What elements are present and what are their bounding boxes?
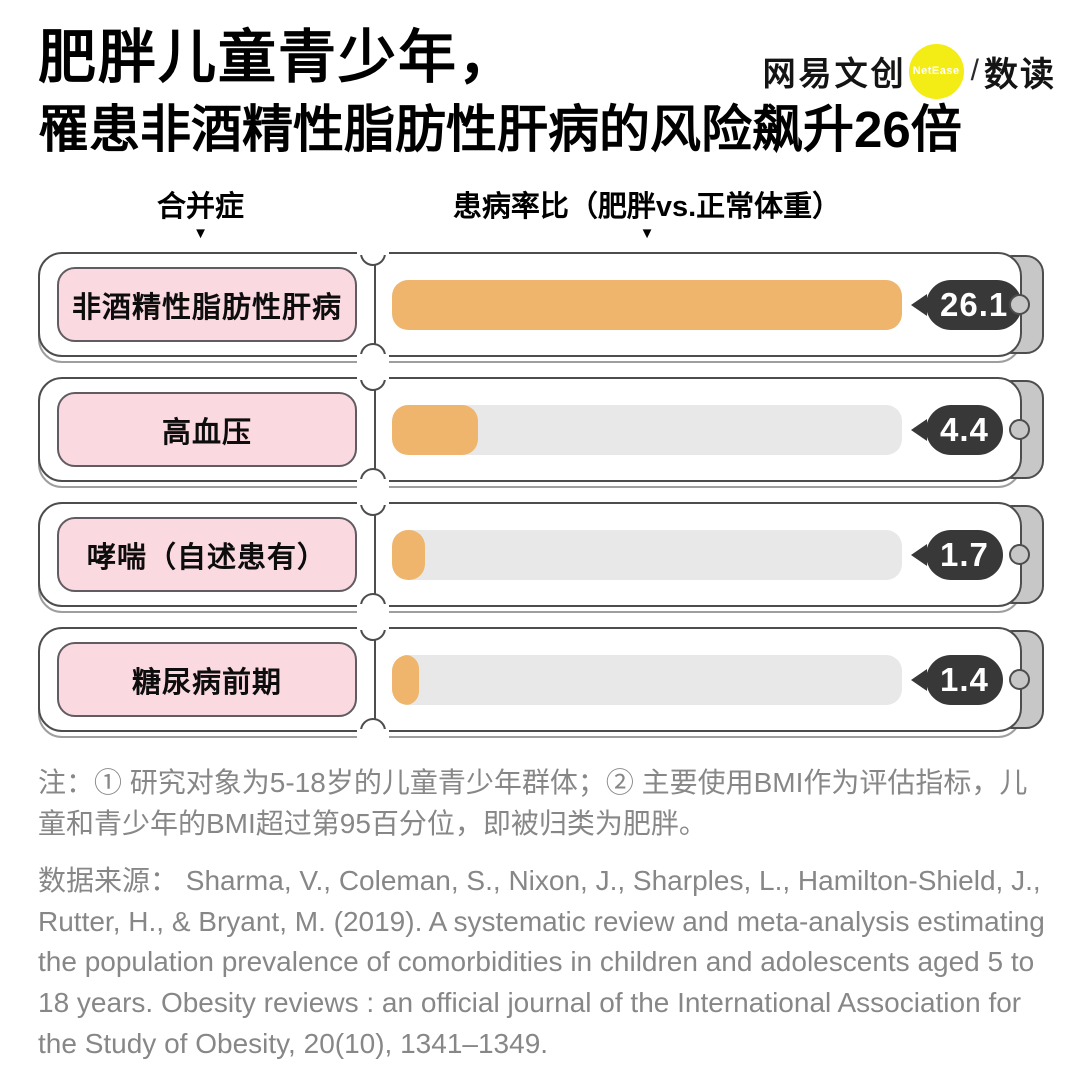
bar-section: 26.1 <box>374 254 1023 355</box>
label-section: 糖尿病前期 <box>40 629 374 730</box>
page-title: 肥胖儿童青少年， 罹患非酒精性脂肪性肝病的风险飙升26倍 <box>38 20 962 163</box>
notch-mask <box>357 613 389 630</box>
value-badge: 4.4 <box>926 404 1003 455</box>
bar-section: 4.4 <box>374 379 1020 480</box>
category-label-pill: 哮喘（自述患有） <box>57 517 357 592</box>
notch-mask <box>357 238 389 255</box>
category-label: 哮喘（自述患有） <box>86 541 327 574</box>
tab-notch-icon <box>1009 669 1030 690</box>
column-header-ratio-label: 患病率比（肥胖vs.正常体重） <box>452 191 842 223</box>
netease-logo: 网易文创 NetEase / 数读 <box>763 42 1056 100</box>
category-label-pill: 糖尿病前期 <box>57 642 357 717</box>
category-label: 高血压 <box>161 416 252 449</box>
card-body: 高血压 4.4 <box>38 377 1022 482</box>
tab-notch-icon <box>1009 544 1030 565</box>
bar-fill <box>392 279 902 330</box>
bar-track <box>392 529 902 580</box>
tab-notch-icon <box>1009 419 1030 440</box>
card-body: 糖尿病前期 1.4 <box>38 627 1022 732</box>
label-section: 非酒精性脂肪性肝病 <box>40 254 374 355</box>
ticket-divider-line <box>374 379 376 480</box>
notch-mask <box>357 488 389 505</box>
chart-row: 哮喘（自述患有） 1.7 <box>38 488 1044 621</box>
logo-brand-text: 网易文创 <box>762 55 907 92</box>
footer: 注：① 研究对象为5-18岁的儿童青少年群体；② 主要使用BMI作为评估指标，儿… <box>38 763 1050 1081</box>
category-label: 糖尿病前期 <box>131 666 282 699</box>
ticket-divider-line <box>374 254 376 355</box>
value-badge-text: 4.4 <box>940 410 989 448</box>
value-badge-text: 1.7 <box>940 535 989 573</box>
netease-badge-text: NetEase <box>912 65 960 77</box>
card-body: 哮喘（自述患有） 1.7 <box>38 502 1022 607</box>
bar-track <box>392 404 902 455</box>
value-badge: 1.4 <box>926 654 1003 705</box>
chart-row: 糖尿病前期 1.4 <box>38 613 1044 746</box>
column-header-ratio: 患病率比（肥胖vs.正常体重） ▼ <box>447 183 847 243</box>
value-badge-text: 26.1 <box>940 285 1009 323</box>
tab-notch-icon <box>1009 294 1030 315</box>
label-section: 哮喘（自述患有） <box>40 504 374 605</box>
bar-fill <box>392 404 478 455</box>
value-badge-text: 1.4 <box>940 660 989 698</box>
chart-row: 高血压 4.4 <box>38 363 1044 496</box>
logo-subbrand-text: 数读 <box>984 55 1056 94</box>
notch-mask <box>357 729 389 746</box>
logo-separator: / <box>970 54 979 87</box>
column-header-comorbidity-label: 合并症 <box>156 191 244 223</box>
ticket-divider-line <box>374 504 376 605</box>
ticket-divider-line <box>374 629 376 730</box>
bar-track <box>392 654 902 705</box>
bar-section: 1.4 <box>374 629 1020 730</box>
value-badge: 26.1 <box>926 279 1023 330</box>
bar-fill <box>392 529 426 580</box>
bar-track <box>392 279 902 330</box>
category-label: 非酒精性脂肪性肝病 <box>71 291 342 324</box>
card-body: 非酒精性脂肪性肝病 26.1 <box>38 252 1023 357</box>
chart-row: 非酒精性脂肪性肝病 26.1 <box>38 238 1044 371</box>
bar-section: 1.7 <box>374 504 1020 605</box>
title-line-2: 罹患非酒精性脂肪性肝病的风险飙升26倍 <box>38 100 962 158</box>
label-section: 高血压 <box>40 379 374 480</box>
value-badge: 1.7 <box>926 529 1003 580</box>
notch-mask <box>357 363 389 380</box>
footnote: 注：① 研究对象为5-18岁的儿童青少年群体；② 主要使用BMI作为评估指标，儿… <box>38 767 1028 839</box>
infographic-canvas: 肥胖儿童青少年， 罹患非酒精性脂肪性肝病的风险飙升26倍 网易文创 NetEas… <box>0 0 1080 1047</box>
down-arrow-icon: ▼ <box>639 225 655 242</box>
netease-badge-icon: NetEase <box>908 43 964 99</box>
bar-chart: 非酒精性脂肪性肝病 26.1 <box>38 238 1046 752</box>
data-source: 数据来源： Sharma, V., Coleman, S., Nixon, J.… <box>38 865 1045 1059</box>
category-label-pill: 非酒精性脂肪性肝病 <box>57 267 357 342</box>
category-label-pill: 高血压 <box>57 392 357 467</box>
bar-fill <box>392 654 420 705</box>
title-line-1: 肥胖儿童青少年， <box>38 25 519 90</box>
down-arrow-icon: ▼ <box>193 225 208 242</box>
column-header-comorbidity: 合并症 ▼ <box>128 183 273 243</box>
